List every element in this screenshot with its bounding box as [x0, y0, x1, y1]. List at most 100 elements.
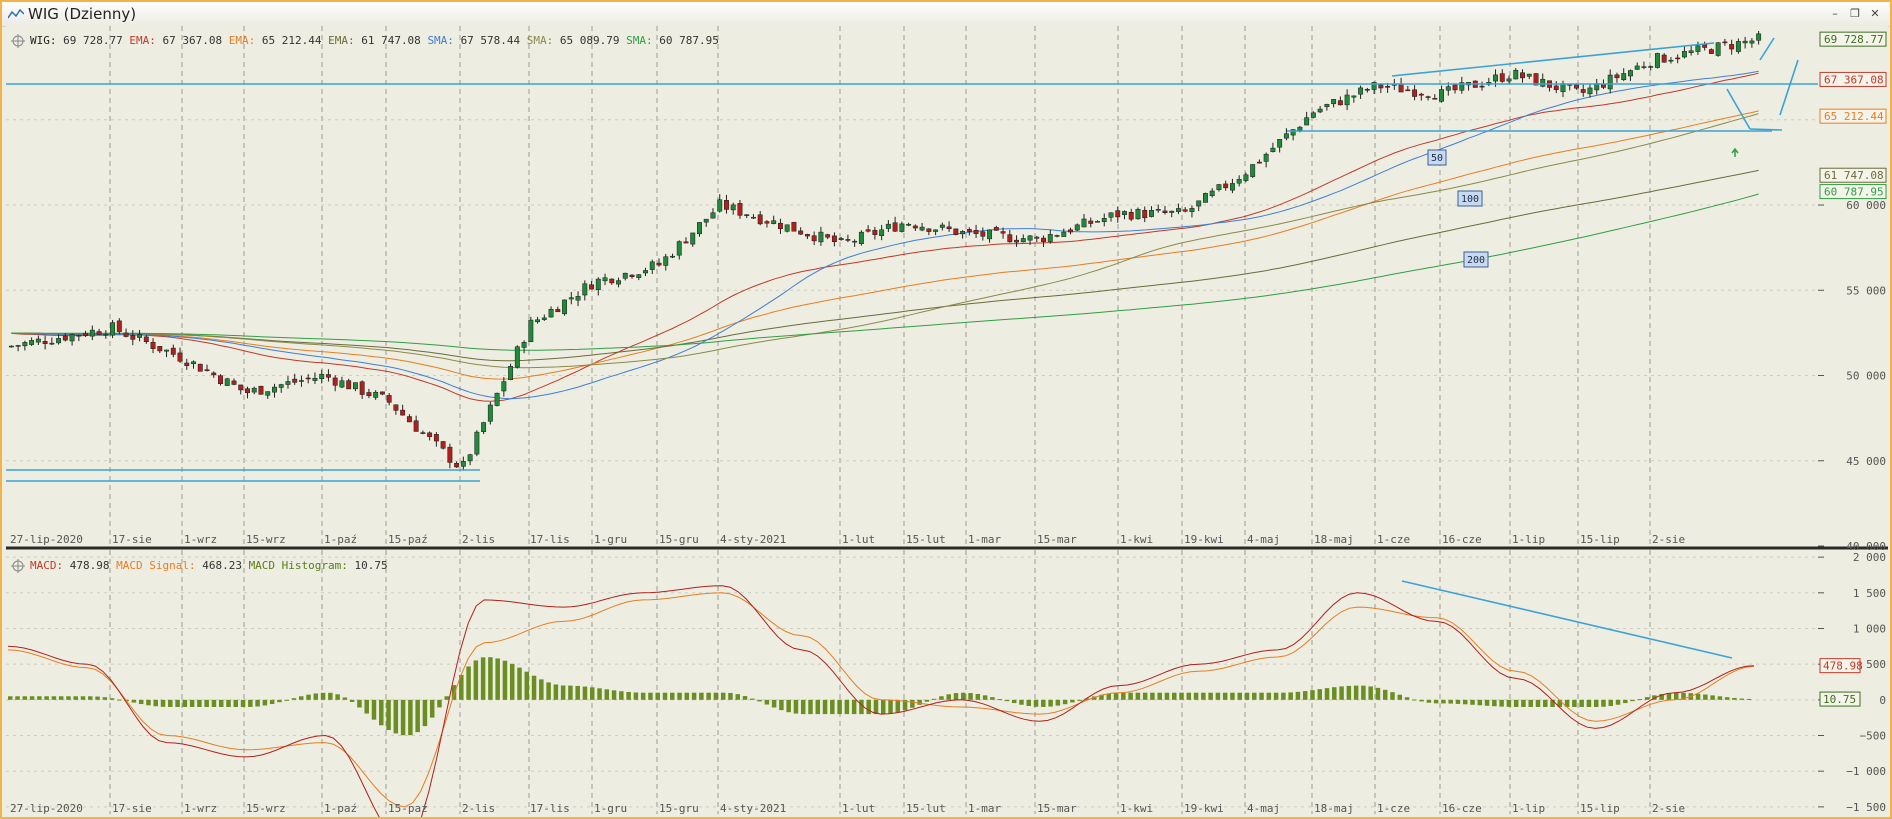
- candle-body: [386, 395, 392, 403]
- price-tick-label: 50 000: [1846, 370, 1886, 383]
- candle-body: [231, 380, 237, 385]
- candle-body: [1243, 174, 1249, 181]
- candle-body: [1229, 183, 1235, 191]
- histogram-bar: [1732, 697, 1737, 700]
- date-label: 1-wrz: [184, 802, 217, 815]
- candle-body: [204, 369, 210, 371]
- legend-value: 10.75: [355, 559, 388, 572]
- candle-body: [1189, 208, 1195, 212]
- price-tags: 69 728.77 67 367.08 65 212.44 61 747.08 60 7…: [1819, 31, 1887, 200]
- candle-body: [568, 297, 574, 300]
- histogram-bar: [1361, 685, 1366, 700]
- histogram-bar: [88, 696, 93, 700]
- candle-body: [764, 221, 770, 224]
- close-button[interactable]: ✕: [1870, 7, 1880, 20]
- candle-body: [352, 382, 358, 390]
- histogram-bar: [1193, 692, 1199, 700]
- histogram-bar: [175, 699, 180, 707]
- histogram-bar: [1252, 692, 1257, 700]
- date-label: 15-gru: [659, 533, 699, 546]
- candle-body: [1263, 153, 1269, 162]
- histogram-bar: [1703, 694, 1708, 700]
- candle-body: [798, 230, 804, 235]
- wedge-line-3: [1759, 37, 1775, 61]
- candle-body: [649, 261, 655, 270]
- candle-body: [865, 229, 871, 232]
- candle-body: [751, 216, 756, 219]
- histogram-bar: [466, 666, 471, 700]
- candle-body: [960, 231, 966, 235]
- macd-crosshair-icon[interactable]: [11, 559, 25, 573]
- histogram-bar: [1506, 699, 1512, 707]
- histogram-bar: [240, 699, 246, 707]
- candle-body: [1041, 237, 1046, 242]
- date-label: 2-lis: [462, 533, 495, 546]
- histogram-bar: [648, 692, 653, 700]
- histogram-bar: [1477, 699, 1483, 706]
- histogram-bar: [1499, 699, 1504, 707]
- histogram-bar: [1448, 699, 1453, 704]
- histogram-bar: [1710, 695, 1715, 700]
- histogram-bar: [80, 696, 86, 700]
- candle-body: [1378, 84, 1384, 89]
- candle-body: [1304, 117, 1310, 126]
- candle-body: [245, 388, 250, 394]
- candle-body: [42, 341, 48, 344]
- candle-body: [771, 220, 777, 224]
- macd-line: [7, 585, 1755, 817]
- histogram-bar: [1550, 699, 1555, 707]
- histogram-bar: [248, 699, 253, 707]
- candle-body: [919, 226, 925, 231]
- price-legend: WIG: 69 728.77 EMA: 67 367.08 EMA: 65 21…: [30, 34, 719, 47]
- candle-body: [1297, 126, 1303, 131]
- candle-body: [474, 431, 480, 455]
- candle-body: [838, 238, 844, 240]
- macd-tick-label: 0: [1879, 694, 1886, 707]
- histogram-bar: [1433, 699, 1439, 704]
- candle-body: [1749, 40, 1755, 44]
- histogram-bar: [699, 692, 704, 700]
- histogram-bar: [1724, 697, 1730, 700]
- candle-body: [697, 222, 702, 235]
- candle-body: [1641, 66, 1647, 68]
- candle-body: [1108, 212, 1114, 218]
- macd-tag: [1819, 691, 1861, 707]
- histogram-bar: [393, 699, 399, 734]
- candle-body: [22, 342, 28, 347]
- macd-signal-line: [7, 592, 1755, 808]
- candle-body: [76, 334, 82, 337]
- histogram-bar: [1222, 692, 1228, 700]
- minimize-button[interactable]: –: [1832, 7, 1838, 20]
- candle-body: [1708, 49, 1714, 54]
- date-label: 27-lip-2020: [10, 802, 83, 815]
- histogram-bar: [15, 696, 20, 700]
- candle-body: [1668, 59, 1674, 62]
- candle-body: [501, 381, 507, 392]
- histogram-bar: [226, 699, 231, 707]
- crosshair-move-icon[interactable]: [11, 34, 25, 48]
- histogram-bar: [524, 671, 530, 700]
- price-tag: [1819, 184, 1887, 200]
- candle-body: [973, 230, 979, 234]
- candle-body: [339, 380, 345, 388]
- histogram-bar: [553, 684, 559, 700]
- candle-body: [83, 333, 89, 336]
- histogram-bar: [8, 696, 13, 700]
- candle-body: [528, 319, 534, 342]
- macd-tag-label: 10.75: [1823, 693, 1856, 706]
- macd-tag-label: 478.98: [1823, 660, 1863, 673]
- candle-body: [1520, 72, 1525, 79]
- candle-body: [1654, 53, 1660, 68]
- restore-button[interactable]: ❐: [1850, 7, 1860, 20]
- legend-value: 65 212.44: [262, 34, 328, 47]
- date-label: 15-lut: [906, 802, 946, 815]
- date-label: 17-sie: [112, 802, 152, 815]
- candle-body: [366, 392, 372, 397]
- candle-body: [130, 334, 136, 340]
- histogram-bar: [386, 699, 391, 731]
- histogram-bar: [146, 699, 151, 706]
- candle-body: [953, 228, 959, 235]
- histogram-bar: [488, 657, 493, 700]
- histogram-bar: [1673, 692, 1679, 700]
- wedge-line-4: [1779, 59, 1799, 116]
